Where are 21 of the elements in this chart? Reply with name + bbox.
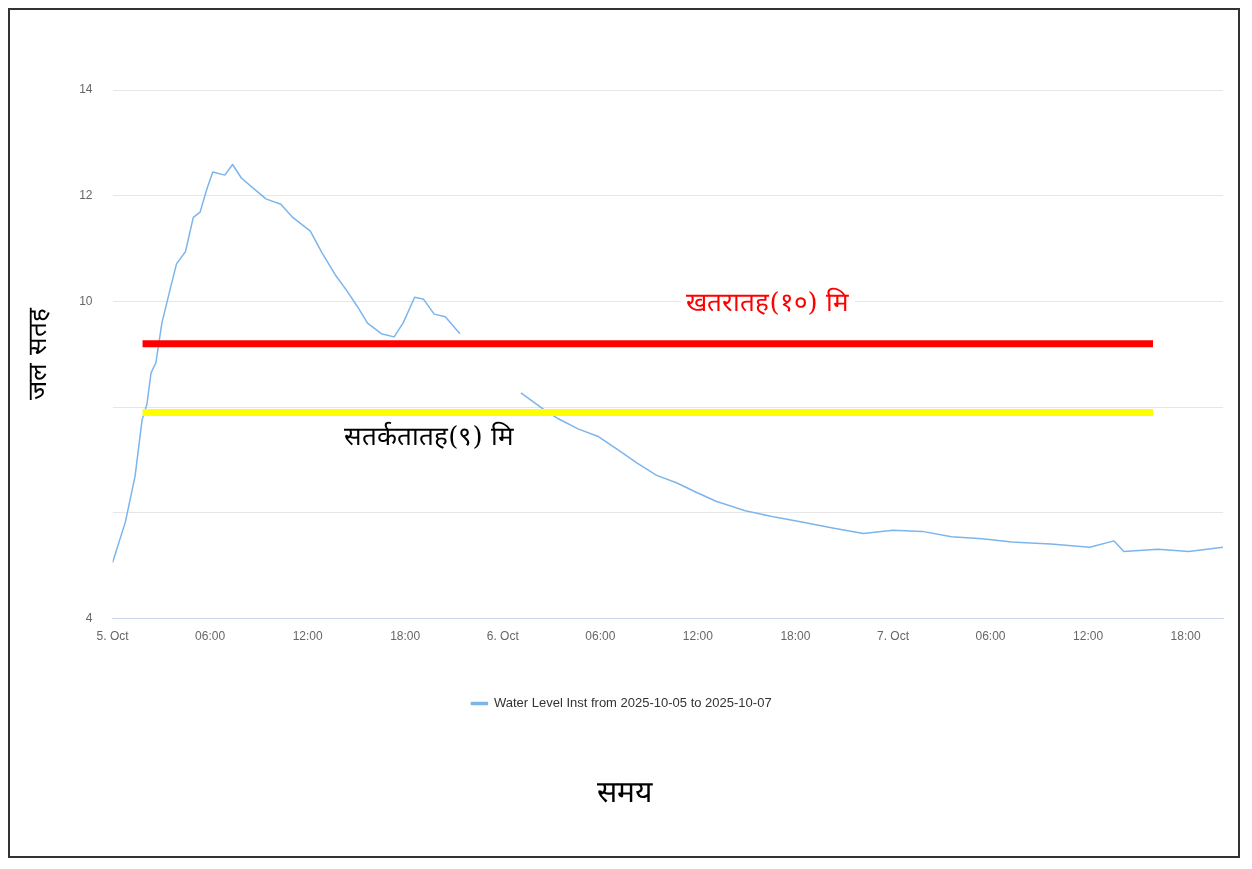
x-tick-label: 18:00 <box>390 629 421 644</box>
x-tick-label: 7. Oct <box>876 629 910 644</box>
y-axis-title: जल सतह <box>22 307 53 401</box>
x-tick-label: 5. Oct <box>96 629 130 644</box>
x-tick-label: 12:00 <box>292 629 323 644</box>
y-tick-label: 10 <box>79 293 93 308</box>
x-tick-label: 18:00 <box>1170 629 1201 644</box>
annotation: सतर्कतातह(९) मि <box>344 421 514 452</box>
x-tick-label: 06:00 <box>975 629 1006 644</box>
y-tick-label: 4 <box>85 610 93 625</box>
y-tick-label: 14 <box>79 82 93 97</box>
x-tick-label: 06:00 <box>195 629 226 644</box>
x-tick-label: 18:00 <box>780 629 811 644</box>
x-axis-title: समय <box>595 773 654 811</box>
x-tick-label: 12:00 <box>1073 629 1104 644</box>
annotation: खतरातह(१०) मि <box>686 287 849 318</box>
x-tick-label: 6. Oct <box>486 629 520 644</box>
x-tick-label: 12:00 <box>682 629 714 644</box>
legend-label: Water Level Inst from 2025-10-05 to 2025-10-07 <box>493 695 772 711</box>
y-tick-label: 12 <box>79 188 93 203</box>
x-tick-label: 06:00 <box>585 629 616 644</box>
